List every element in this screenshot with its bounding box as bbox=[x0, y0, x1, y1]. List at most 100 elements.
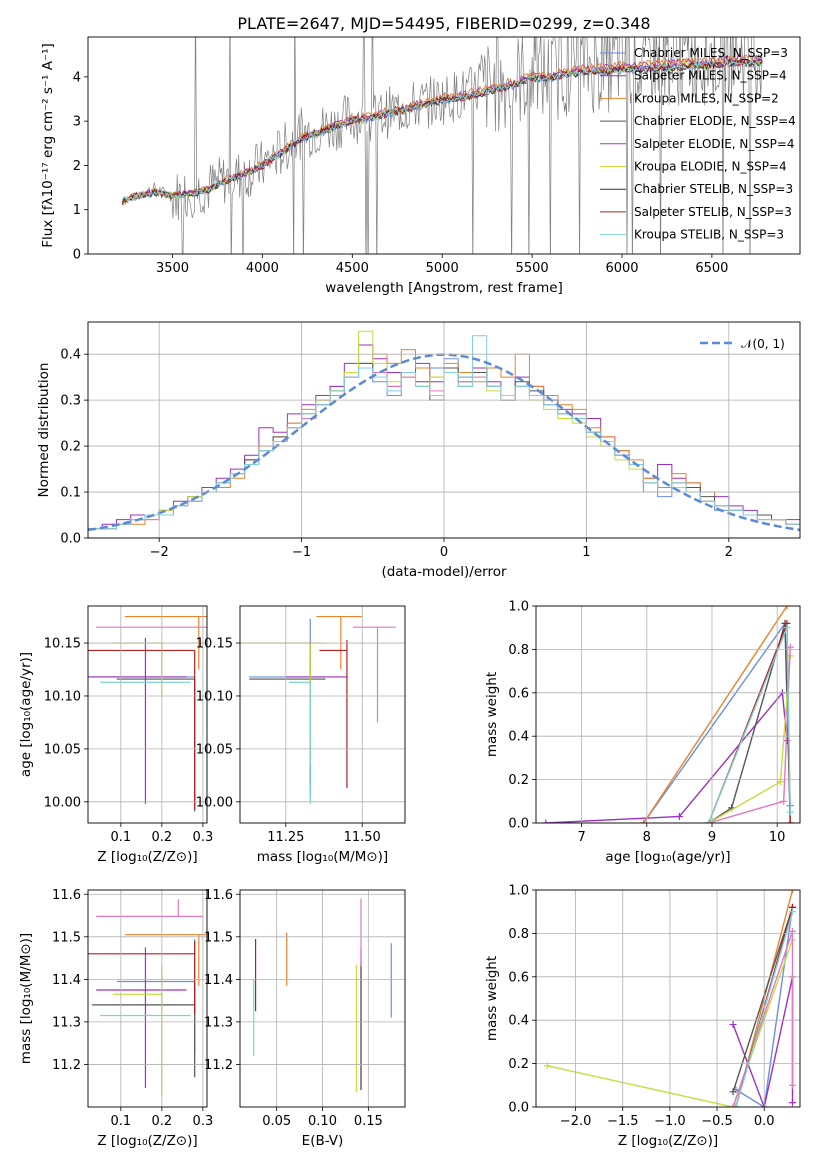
plot-area bbox=[253, 898, 392, 1093]
x-tick-label: 6000 bbox=[605, 261, 638, 276]
y-tick-label: 0.8 bbox=[508, 927, 529, 942]
panel-4: 11.25 11.50 10.00 10.05 10.10 10.15 mass [log₁… bbox=[196, 605, 406, 865]
mass-weight-line bbox=[708, 627, 791, 823]
mass-weight-point bbox=[780, 797, 788, 805]
mass-weight-point bbox=[729, 1021, 737, 1029]
chart-title: PLATE=2647, MJD=54495, FIBERID=0299, z=0… bbox=[237, 14, 650, 33]
axes-frame bbox=[87, 889, 208, 1108]
x-tick-label: −1.0 bbox=[654, 1114, 686, 1129]
x-tick-label: 0.2 bbox=[152, 1114, 173, 1129]
y-axis-label: Normed distribution bbox=[36, 363, 52, 498]
y-tick-label: 0.8 bbox=[508, 643, 529, 658]
y-tick-label: 11.3 bbox=[52, 1015, 81, 1030]
y-tick-label: 2 bbox=[73, 159, 81, 174]
panel-8: −2.0 −1.5 −1.0 −0.5 0.0 0.0 0.2 0.4 0.6 0.8 1.0 Z [… bbox=[484, 884, 801, 1149]
mass-weight-line bbox=[708, 655, 791, 823]
x-tick-label: −2.0 bbox=[560, 1114, 592, 1129]
y-tick-label: 0 bbox=[73, 248, 81, 263]
legend-entry: 𝒩(0, 1) bbox=[741, 337, 785, 351]
y-tick-label: 11.2 bbox=[204, 1058, 233, 1073]
panel-1: 3500 4000 4500 5000 5500 6000 6500 0 1 2 3 4 wavelen… bbox=[40, 14, 801, 296]
y-tick-label: 11.3 bbox=[204, 1015, 233, 1030]
x-tick-label: 0.2 bbox=[152, 830, 173, 845]
mass-weight-point bbox=[788, 890, 796, 894]
mass-weight-line bbox=[732, 907, 794, 1093]
plot-area bbox=[88, 899, 207, 1097]
y-axis-label: age [log₁₀(age/yr)] bbox=[18, 652, 34, 777]
y-tick-label: 0.0 bbox=[508, 817, 529, 832]
x-tick-label: −1.5 bbox=[607, 1114, 639, 1129]
mass-weight-line bbox=[547, 939, 794, 1107]
y-tick-label: 10.05 bbox=[44, 742, 81, 757]
y-tick-label: 1.0 bbox=[508, 884, 529, 899]
x-tick-label: −2 bbox=[150, 545, 169, 560]
legend: 𝒩(0, 1) bbox=[700, 337, 785, 351]
x-tick-label: 6500 bbox=[695, 261, 728, 276]
y-tick-label: 0.2 bbox=[60, 440, 81, 455]
y-tick-label: 0.4 bbox=[508, 1014, 529, 1029]
legend-entry: Kroupa MILES, N_SSP=2 bbox=[634, 91, 779, 105]
y-tick-label: 10.15 bbox=[196, 637, 233, 652]
x-tick-label: 0.1 bbox=[110, 1114, 131, 1129]
mass-weight-point bbox=[705, 819, 713, 823]
y-tick-label: 11.5 bbox=[52, 930, 81, 945]
y-tick-label: 11.4 bbox=[204, 973, 233, 988]
mass-weight-point bbox=[729, 1103, 737, 1107]
x-tick-label: 10 bbox=[769, 830, 786, 845]
y-axis-label: mass weight bbox=[484, 956, 500, 1041]
x-tick-label: 7 bbox=[577, 830, 585, 845]
axes-frame bbox=[535, 605, 801, 824]
x-tick-label: 2 bbox=[725, 545, 733, 560]
x-axis-label: E(B-V) bbox=[302, 1133, 344, 1149]
legend-entry: Kroupa STELIB, N_SSP=3 bbox=[634, 228, 784, 242]
plot-area bbox=[121, 37, 763, 254]
plot-area bbox=[240, 615, 396, 804]
panel-3: 0.1 0.2 0.3 10.00 10.05 10.10 10.15 Z [log₁₀(Z/… bbox=[18, 605, 213, 865]
x-tick-label: 3500 bbox=[156, 261, 189, 276]
legend-entry: Chabrier STELIB, N_SSP=3 bbox=[634, 182, 793, 196]
mass-weight-point bbox=[783, 606, 791, 610]
y-tick-label: 1.0 bbox=[508, 600, 529, 615]
x-tick-label: 11.50 bbox=[344, 830, 381, 845]
axes-frame bbox=[87, 321, 801, 539]
y-tick-label: 0.0 bbox=[508, 1101, 529, 1116]
y-tick-label: 0.4 bbox=[60, 348, 81, 363]
y-tick-label: 10.00 bbox=[44, 795, 81, 810]
y-tick-label: 0.6 bbox=[508, 686, 529, 701]
y-tick-label: 0.2 bbox=[508, 1057, 529, 1072]
mass-weight-line bbox=[735, 907, 794, 1107]
x-tick-label: 0.15 bbox=[354, 1114, 383, 1129]
axes-frame bbox=[239, 889, 406, 1108]
mass-weight-line bbox=[643, 606, 788, 823]
x-axis-label: Z [log₁₀(Z/Z⊙)] bbox=[97, 849, 197, 865]
y-tick-label: 0.1 bbox=[60, 486, 81, 501]
panel-7: 0.05 0.10 0.15 11.2 11.3 11.4 11.5 11.6 E(B-V) bbox=[204, 888, 406, 1149]
mass-weight-point bbox=[788, 1099, 796, 1107]
plot-area bbox=[88, 615, 207, 812]
mass-weight-point bbox=[542, 819, 550, 823]
mass-weight-point bbox=[729, 1088, 737, 1096]
y-tick-label: 0.6 bbox=[508, 970, 529, 985]
x-tick-label: 8 bbox=[643, 830, 651, 845]
y-tick-label: 11.2 bbox=[52, 1058, 81, 1073]
legend-entry: Chabrier ELODIE, N_SSP=4 bbox=[634, 114, 796, 128]
x-tick-label: −0.5 bbox=[701, 1114, 733, 1129]
x-tick-label: 5500 bbox=[516, 261, 549, 276]
axes-frame bbox=[87, 605, 208, 824]
y-tick-label: 10.00 bbox=[196, 795, 233, 810]
x-axis-label: (data-model)/error bbox=[381, 564, 507, 580]
mass-weight-point bbox=[675, 812, 683, 820]
y-tick-label: 3 bbox=[73, 115, 81, 130]
x-axis-label: Z [log₁₀(Z/Z⊙)] bbox=[97, 1133, 197, 1149]
mass-weight-line bbox=[643, 621, 791, 823]
y-tick-label: 4 bbox=[73, 70, 81, 85]
legend-entry: Salpeter ELODIE, N_SSP=4 bbox=[634, 137, 795, 151]
x-tick-label: 4500 bbox=[336, 261, 369, 276]
mass-weight-line bbox=[545, 691, 788, 823]
x-tick-label: 0.05 bbox=[262, 1114, 291, 1129]
x-tick-label: 0 bbox=[440, 545, 448, 560]
y-tick-label: 0.3 bbox=[60, 394, 81, 409]
mass-weight-point bbox=[732, 1103, 740, 1107]
mass-weight-point bbox=[788, 1081, 796, 1089]
